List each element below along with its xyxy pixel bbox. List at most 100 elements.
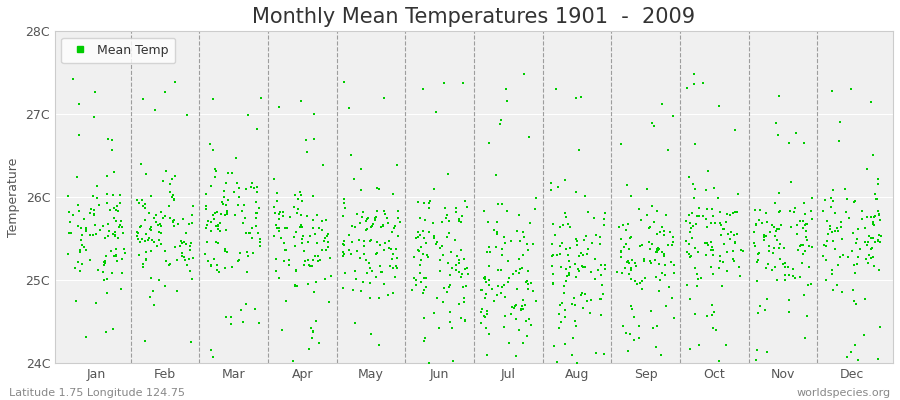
Point: [278, 247, 293, 253]
Point: [313, 257, 328, 264]
Point: [648, 274, 662, 280]
Point: [407, 275, 421, 281]
Point: [800, 237, 814, 244]
Point: [184, 220, 199, 226]
Point: [233, 306, 248, 313]
Point: [771, 245, 786, 252]
Point: [427, 235, 441, 241]
Point: [556, 222, 571, 228]
Point: [698, 216, 713, 222]
Point: [724, 228, 738, 235]
Point: [796, 292, 811, 298]
Point: [105, 192, 120, 198]
Point: [204, 182, 219, 189]
Point: [771, 209, 786, 216]
Point: [455, 284, 470, 290]
Point: [508, 353, 523, 359]
Point: [524, 280, 538, 286]
Point: [233, 250, 248, 256]
Point: [359, 227, 374, 234]
Point: [826, 187, 841, 193]
Point: [214, 210, 229, 217]
Point: [622, 246, 636, 252]
Point: [352, 237, 366, 244]
Point: [712, 252, 726, 259]
Point: [816, 208, 831, 214]
Point: [413, 232, 428, 238]
Point: [280, 224, 294, 231]
Point: [295, 232, 310, 239]
Point: [699, 187, 714, 193]
Point: [78, 246, 93, 253]
Point: [88, 222, 103, 228]
Point: [632, 206, 646, 212]
Point: [866, 254, 880, 261]
Point: [835, 252, 850, 259]
Point: [336, 213, 350, 220]
Point: [460, 204, 474, 210]
Point: [219, 226, 233, 233]
Point: [615, 270, 629, 277]
Point: [847, 199, 861, 206]
Point: [89, 231, 104, 237]
Point: [706, 247, 720, 253]
Point: [370, 208, 384, 214]
Point: [114, 256, 129, 262]
Point: [679, 218, 693, 224]
Point: [112, 224, 127, 231]
Point: [295, 240, 310, 246]
Point: [274, 327, 289, 333]
Point: [288, 282, 302, 288]
Point: [477, 313, 491, 319]
Point: [619, 182, 634, 188]
Point: [410, 247, 425, 253]
Point: [344, 152, 358, 158]
Point: [831, 262, 845, 268]
Point: [687, 81, 701, 87]
Point: [288, 192, 302, 198]
Point: [166, 218, 180, 224]
Point: [266, 233, 281, 239]
Point: [239, 268, 254, 275]
Text: Latitude 1.75 Longitude 124.75: Latitude 1.75 Longitude 124.75: [9, 388, 185, 398]
Point: [597, 351, 611, 357]
Point: [781, 140, 796, 146]
Point: [797, 248, 812, 254]
Point: [277, 258, 292, 264]
Point: [627, 336, 642, 343]
Point: [802, 264, 816, 270]
Point: [624, 276, 638, 282]
Point: [436, 242, 450, 249]
Point: [158, 168, 173, 174]
Point: [597, 215, 611, 222]
Point: [239, 301, 254, 307]
Point: [682, 229, 697, 235]
Point: [765, 250, 779, 256]
Point: [217, 188, 231, 194]
Point: [293, 222, 308, 228]
Point: [680, 248, 695, 255]
Point: [683, 225, 698, 231]
Point: [580, 246, 595, 252]
Point: [228, 212, 242, 218]
Point: [407, 254, 421, 260]
Point: [497, 324, 511, 330]
Point: [182, 256, 196, 262]
Point: [772, 208, 787, 214]
Point: [86, 210, 101, 217]
Point: [241, 253, 256, 259]
Point: [168, 244, 183, 250]
Point: [445, 264, 459, 271]
Point: [804, 280, 818, 287]
Point: [143, 275, 157, 282]
Point: [680, 282, 694, 288]
Point: [487, 227, 501, 234]
Point: [278, 247, 293, 253]
Point: [569, 323, 583, 329]
Point: [286, 234, 301, 240]
Point: [422, 198, 436, 205]
Point: [682, 346, 697, 352]
Point: [726, 232, 741, 239]
Point: [860, 260, 875, 266]
Point: [212, 240, 226, 247]
